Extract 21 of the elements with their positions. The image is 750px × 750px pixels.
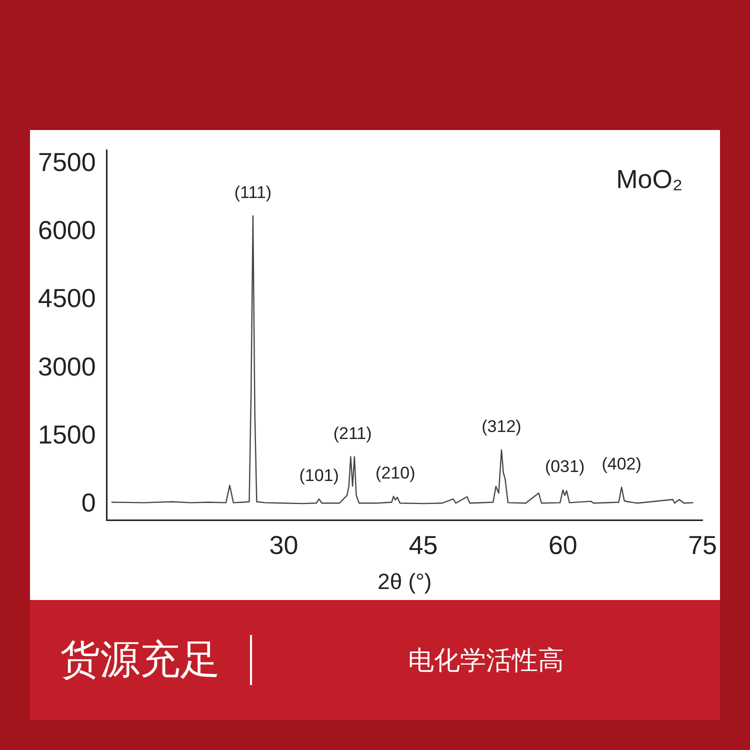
annotation: (111) — [234, 183, 272, 202]
text: 货源充足 — [30, 635, 252, 685]
x-tick-label: 45 — [408, 530, 438, 560]
annotation: (210) — [376, 464, 416, 482]
text: MoO₂ — [616, 164, 683, 194]
x-tick-label: 60 — [548, 530, 578, 560]
x-axis-title: 2θ (°) — [378, 568, 432, 594]
annotation: (101) — [299, 466, 339, 486]
y-tick-label: 4500 — [38, 283, 96, 314]
annotation: (312) — [482, 417, 522, 436]
y-tick-label: 3000 — [38, 351, 96, 382]
y-tick-label: 7500 — [38, 146, 96, 177]
x-tick-label: 75 — [688, 530, 717, 560]
text: 电化学活性高 — [407, 644, 565, 678]
x-tick-label: 30 — [269, 530, 298, 560]
y-tick-label: 6000 — [38, 214, 96, 245]
y-tick-label: 0 — [81, 488, 96, 518]
y-tick-label: 1500 — [38, 419, 96, 450]
annotation: (211) — [333, 424, 372, 443]
annotation: (402) — [602, 454, 642, 474]
annotation: (031) — [544, 457, 585, 476]
